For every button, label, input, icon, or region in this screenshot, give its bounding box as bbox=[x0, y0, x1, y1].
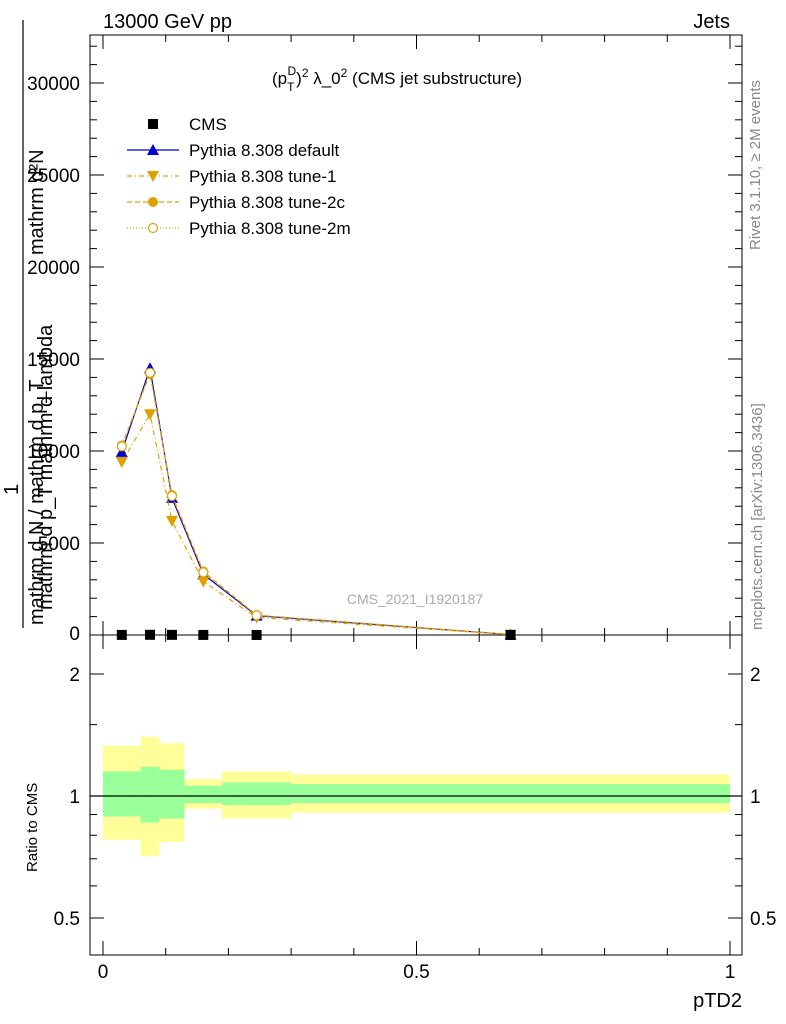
ratio-ylabel: Ratio to CMS bbox=[24, 783, 41, 872]
y-tick-label: 0 bbox=[69, 624, 80, 645]
point-data bbox=[198, 629, 209, 640]
y-tick-label: 15000 bbox=[27, 350, 80, 371]
main-ylabel-bottom: mathrm d N / mathrm d p_T bbox=[26, 379, 48, 625]
legend-marker-data bbox=[148, 119, 158, 129]
ratio-band-inner bbox=[184, 785, 223, 804]
main-plot-title: (pTD)2 λ_02 (CMS jet substructure) bbox=[272, 64, 522, 94]
legend-marker-tune2c bbox=[148, 197, 158, 207]
source-label: mcplots.cern.ch [arXiv:1306.3436] bbox=[749, 403, 766, 630]
point-data bbox=[505, 629, 516, 640]
point-data bbox=[251, 629, 262, 640]
ratio-y-tick-label: 1 bbox=[69, 787, 80, 808]
point-tune2m bbox=[116, 441, 127, 452]
series-line-tune2c bbox=[121, 371, 511, 636]
ratio-y-tick-label-right: 1 bbox=[750, 787, 761, 808]
point-tune1 bbox=[115, 457, 128, 469]
legend-label-default: Pythia 8.308 default bbox=[189, 141, 340, 160]
ratio-y-tick-label: 0.5 bbox=[54, 909, 80, 930]
point-tune2m bbox=[166, 490, 178, 502]
legend-marker-tune1 bbox=[147, 171, 159, 182]
x-tick-label: 0.5 bbox=[403, 962, 429, 983]
point-data bbox=[166, 629, 177, 640]
y-tick-label: 10000 bbox=[27, 442, 80, 463]
legend-label-tune2m: Pythia 8.308 tune-2m bbox=[189, 219, 351, 238]
category-label: Jets bbox=[693, 11, 730, 33]
main-ylabel: mathrm d²N mathrm d p_T mathrm d lambda … bbox=[1, 20, 57, 628]
series-line-tune1 bbox=[121, 412, 511, 636]
x-axis-label: pTD2 bbox=[693, 990, 742, 1012]
watermark: CMS_2021_I1920187 bbox=[347, 591, 483, 607]
legend-label-tune2c: Pythia 8.308 tune-2c bbox=[189, 193, 345, 212]
point-tune2m bbox=[198, 567, 209, 578]
ratio-band-inner bbox=[103, 771, 141, 817]
y-tick-label: 20000 bbox=[27, 258, 80, 279]
rivet-label: Rivet 3.1.10, ≥ 2M events bbox=[747, 80, 764, 250]
ratio-y-tick-label-right: 0.5 bbox=[750, 909, 776, 930]
main-plot bbox=[89, 34, 743, 636]
y-tick-label: 5000 bbox=[38, 534, 80, 555]
ratio-band-inner bbox=[291, 784, 730, 804]
point-data bbox=[116, 629, 127, 640]
main-ylabel-one: 1 bbox=[1, 484, 23, 495]
y-tick-label: 25000 bbox=[27, 166, 80, 187]
point-tune2m bbox=[144, 367, 156, 378]
point-data bbox=[145, 629, 156, 640]
ratio-band-inner bbox=[159, 769, 185, 819]
ratio-band-inner bbox=[140, 766, 160, 823]
legend: CMS Pythia 8.308 default Pythia 8.308 tune… bbox=[127, 115, 351, 238]
legend-marker-tune2m bbox=[147, 222, 159, 234]
point-tune1 bbox=[165, 515, 178, 527]
point-tune1 bbox=[144, 409, 157, 421]
main-ylabel-top: mathrm d²N bbox=[26, 149, 48, 255]
main-plot-frame bbox=[89, 34, 743, 636]
ratio-y-tick-label: 2 bbox=[69, 665, 80, 686]
x-tick-label: 0 bbox=[98, 962, 109, 983]
y-tick-label: 30000 bbox=[27, 74, 80, 95]
series-layer bbox=[115, 362, 517, 641]
point-tune1 bbox=[197, 576, 210, 588]
point-tune2m bbox=[251, 610, 262, 621]
legend-label-data: CMS bbox=[189, 115, 227, 134]
ratio-y-tick-label-right: 2 bbox=[750, 665, 761, 686]
energy-label: 13000 GeV pp bbox=[103, 11, 232, 33]
ratio-bands bbox=[90, 736, 742, 857]
legend-label-tune1: Pythia 8.308 tune-1 bbox=[189, 167, 336, 186]
x-tick-label: 1 bbox=[725, 962, 736, 983]
legend-marker-default bbox=[147, 144, 159, 155]
ratio-band-inner bbox=[222, 782, 292, 806]
main-ylabel-mid: mathrm d p_T mathrm d lambda bbox=[35, 324, 57, 610]
